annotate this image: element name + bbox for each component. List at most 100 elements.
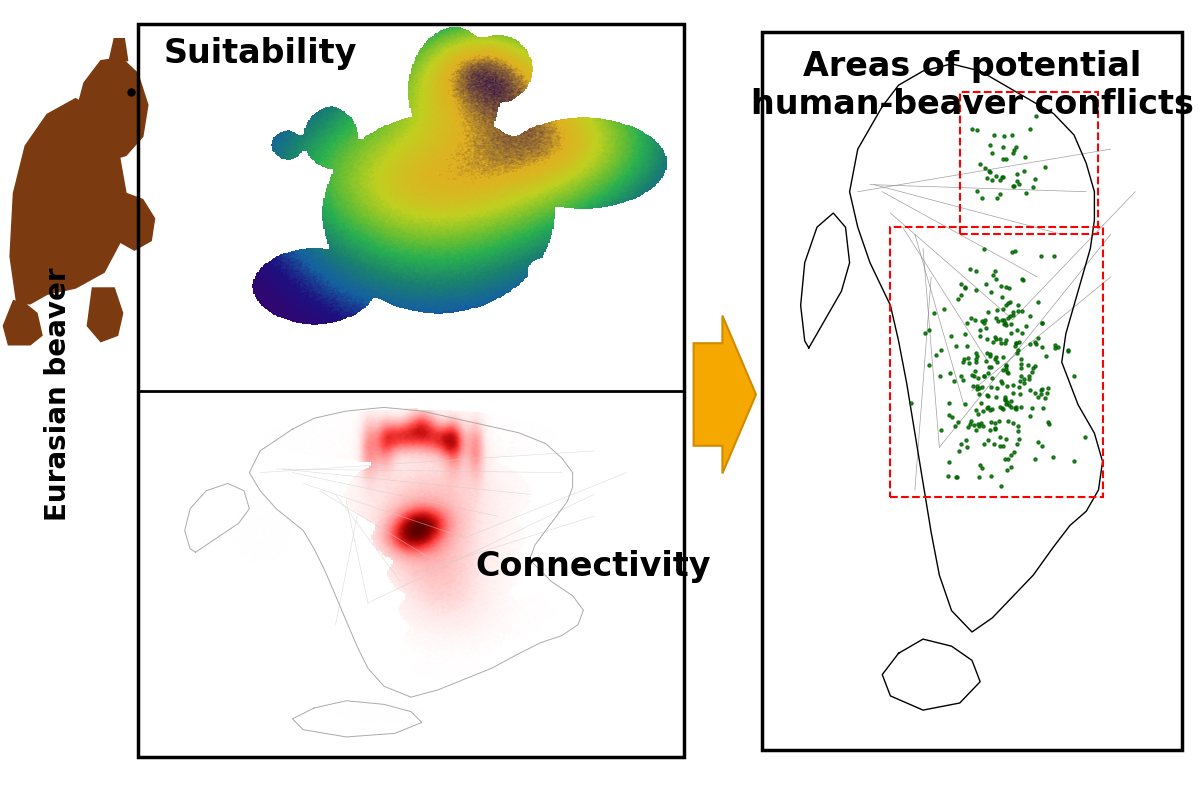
Point xyxy=(980,166,1000,179)
Point xyxy=(967,346,986,359)
Point xyxy=(997,363,1016,376)
Point xyxy=(1004,144,1024,157)
Point xyxy=(986,333,1006,346)
Point xyxy=(1002,461,1021,473)
Point xyxy=(944,375,964,387)
Point xyxy=(965,365,984,377)
Point xyxy=(1045,342,1064,354)
Point xyxy=(994,303,1013,316)
Point xyxy=(995,314,1014,327)
Point xyxy=(1003,305,1022,318)
Point xyxy=(919,323,938,336)
Point xyxy=(995,391,1014,403)
Point xyxy=(990,439,1009,452)
Point xyxy=(955,281,974,294)
Point xyxy=(959,351,978,364)
Point xyxy=(998,297,1018,310)
Point xyxy=(989,314,1008,327)
Point xyxy=(996,333,1015,346)
Point xyxy=(998,415,1018,428)
Point xyxy=(973,314,992,327)
Point xyxy=(986,312,1006,324)
Point xyxy=(971,458,990,471)
Point xyxy=(931,344,950,357)
Polygon shape xyxy=(4,301,42,345)
Point xyxy=(955,282,974,294)
Point xyxy=(990,431,1009,443)
Point xyxy=(979,164,998,177)
Point xyxy=(1000,295,1019,308)
Point xyxy=(916,327,935,339)
Point xyxy=(996,359,1015,372)
Point xyxy=(966,313,985,326)
Point xyxy=(1007,337,1026,350)
Point xyxy=(1012,358,1031,371)
Point xyxy=(1013,274,1032,286)
Point xyxy=(955,398,974,410)
Point xyxy=(1001,401,1020,413)
Point xyxy=(979,367,998,380)
Polygon shape xyxy=(109,193,155,250)
Point xyxy=(977,322,996,335)
Point xyxy=(949,445,968,458)
Point xyxy=(1008,344,1027,357)
Point xyxy=(1036,161,1055,174)
Point xyxy=(1003,309,1022,322)
Point xyxy=(980,423,1000,436)
Point xyxy=(974,370,994,383)
Point xyxy=(942,411,961,424)
Polygon shape xyxy=(850,64,1103,632)
Point xyxy=(1064,369,1084,382)
Point xyxy=(995,452,1014,465)
Text: Connectivity: Connectivity xyxy=(475,550,712,583)
Point xyxy=(964,380,983,392)
Point xyxy=(947,339,966,352)
Point xyxy=(1037,387,1056,400)
Point xyxy=(919,358,938,371)
Point xyxy=(1027,338,1046,350)
Point xyxy=(986,170,1006,182)
Point xyxy=(997,464,1016,477)
Point xyxy=(978,433,997,446)
Point xyxy=(997,380,1016,392)
Point xyxy=(992,170,1012,183)
Point xyxy=(1000,282,1019,294)
Point xyxy=(960,418,979,431)
Point xyxy=(967,404,986,417)
Point xyxy=(996,360,1015,372)
Point xyxy=(996,398,1015,410)
Point xyxy=(1020,309,1039,322)
Point xyxy=(1016,320,1036,332)
Point xyxy=(991,279,1010,292)
Point xyxy=(994,140,1013,153)
Point xyxy=(924,306,943,319)
Polygon shape xyxy=(76,58,148,162)
Point xyxy=(1003,180,1022,193)
Point xyxy=(1032,384,1051,397)
Point xyxy=(1045,339,1064,352)
Point xyxy=(973,405,992,417)
Point xyxy=(1014,373,1033,386)
Point xyxy=(1044,250,1063,263)
Point xyxy=(948,293,967,305)
Point xyxy=(940,397,959,409)
Point xyxy=(967,185,986,197)
Point xyxy=(1032,316,1051,329)
Bar xyxy=(138,24,684,757)
Point xyxy=(992,290,1012,303)
Point xyxy=(967,350,986,363)
Point xyxy=(950,437,970,450)
Point xyxy=(958,441,977,454)
Point xyxy=(962,122,982,135)
Text: Suitability: Suitability xyxy=(163,37,356,70)
Point xyxy=(938,469,958,482)
Point xyxy=(926,349,946,361)
Point xyxy=(1008,175,1027,188)
Point xyxy=(976,162,995,174)
Point xyxy=(1003,379,1022,391)
Point xyxy=(967,380,986,392)
Point xyxy=(984,438,1003,451)
Point xyxy=(942,330,961,342)
Point xyxy=(1032,439,1051,452)
Point xyxy=(1010,387,1030,400)
